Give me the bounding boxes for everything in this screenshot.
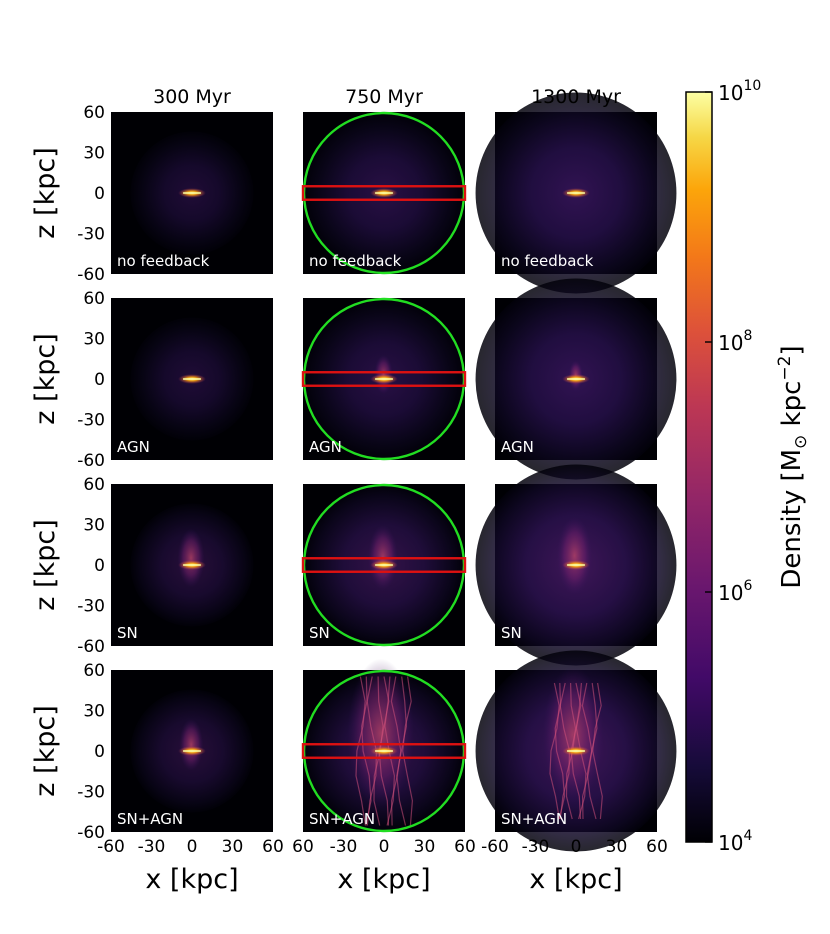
panel-label: AGN <box>117 438 150 456</box>
y-tick-label: 0 <box>94 184 105 204</box>
x-tick-label: 60 <box>292 837 314 857</box>
x-tick-label: -30 <box>138 837 166 857</box>
x-axis-label: x [kpc] <box>337 864 430 895</box>
column-title: 300 Myr <box>153 86 231 108</box>
x-tick-label: 60 <box>646 837 668 857</box>
x-tick-label: 0 <box>187 837 198 857</box>
outflow-plume <box>179 718 204 771</box>
selection-slab <box>301 371 467 387</box>
outflow-plume <box>177 528 205 588</box>
colorbar-tick-label: 104 <box>718 828 752 855</box>
x-tick-label: 60 <box>454 837 476 857</box>
x-tick-label: 60 <box>262 837 284 857</box>
y-tick-label: -60 <box>77 823 105 843</box>
panel-label: SN+AGN <box>501 810 567 828</box>
selection-slab <box>301 185 467 201</box>
y-tick-label: -60 <box>77 637 105 657</box>
y-tick-label: 60 <box>83 475 105 495</box>
y-tick-label: 60 <box>83 103 105 123</box>
outflow-filament <box>592 682 603 820</box>
outflow-filament <box>402 676 414 826</box>
y-tick-label: -60 <box>77 265 105 285</box>
x-axis-label: x [kpc] <box>529 864 622 895</box>
outflow-filament <box>355 676 366 826</box>
column-title: 750 Myr <box>345 86 423 108</box>
y-axis-label: z [kpc] <box>30 705 61 796</box>
panel-label: SN <box>309 624 330 642</box>
density-panel: SN <box>111 484 273 646</box>
y-tick-label: 30 <box>83 702 105 722</box>
y-tick-label: -30 <box>77 225 105 245</box>
outflow-filament <box>549 682 560 820</box>
colorbar <box>685 91 713 843</box>
y-axis-label: z [kpc] <box>30 333 61 424</box>
y-tick-label: 0 <box>94 742 105 762</box>
density-panel: no feedback <box>475 92 677 294</box>
y-tick-label: 30 <box>83 144 105 164</box>
x-tick-label: -30 <box>330 837 358 857</box>
panel-label: AGN <box>501 438 534 456</box>
x-tick-label: -30 <box>522 837 550 857</box>
y-tick-label: -30 <box>77 783 105 803</box>
density-panel: SN <box>475 464 677 666</box>
x-tick-label: 0 <box>571 837 582 857</box>
density-panel: AGN <box>475 278 677 480</box>
outflow-filament <box>586 682 598 820</box>
density-panel: AGN <box>301 297 467 461</box>
x-tick-label: 0 <box>379 837 390 857</box>
panel-label: SN <box>117 624 138 642</box>
x-tick-label: 30 <box>606 837 628 857</box>
outflow-filament <box>396 676 408 826</box>
density-panel: SN+AGN <box>111 670 273 832</box>
panel-label: no feedback <box>117 252 210 270</box>
colorbar-tick-label: 106 <box>718 578 752 605</box>
colorbar-label: Density [M⊙ kpc−2] <box>775 345 811 588</box>
outflow-plume <box>556 516 593 595</box>
density-panel: SN <box>301 483 467 647</box>
density-panel: SN+AGN <box>301 658 467 833</box>
y-tick-label: 30 <box>83 516 105 536</box>
density-panel: AGN <box>111 298 273 460</box>
y-axis-label: z [kpc] <box>30 147 61 238</box>
colorbar-tick-label: 1010 <box>718 78 761 105</box>
x-axis-label: x [kpc] <box>145 864 238 895</box>
panel-label: SN+AGN <box>309 810 375 828</box>
y-tick-label: -30 <box>77 597 105 617</box>
panel-label: SN <box>501 624 522 642</box>
y-tick-label: 0 <box>94 370 105 390</box>
selection-slab <box>301 743 467 759</box>
density-panel: no feedback <box>111 112 273 274</box>
y-tick-label: 30 <box>83 330 105 350</box>
x-tick-label: -60 <box>97 837 125 857</box>
column-title: 1300 Myr <box>531 86 621 108</box>
x-tick-label: 30 <box>414 837 436 857</box>
selection-slab <box>301 557 467 573</box>
panel-label: no feedback <box>501 252 594 270</box>
panel-label: AGN <box>309 438 342 456</box>
panel-label: no feedback <box>309 252 402 270</box>
y-tick-label: 0 <box>94 556 105 576</box>
colorbar-tick-label: 108 <box>718 328 752 355</box>
y-tick-label: -30 <box>77 411 105 431</box>
x-tick-label: -60 <box>481 837 509 857</box>
density-panel: no feedback <box>301 111 467 275</box>
y-axis-label: z [kpc] <box>30 519 61 610</box>
x-tick-label: 30 <box>222 837 244 857</box>
panel-label: SN+AGN <box>117 810 183 828</box>
y-tick-label: 60 <box>83 289 105 309</box>
y-tick-label: -60 <box>77 451 105 471</box>
y-tick-label: 60 <box>83 661 105 681</box>
density-panel: SN+AGN <box>475 650 677 852</box>
